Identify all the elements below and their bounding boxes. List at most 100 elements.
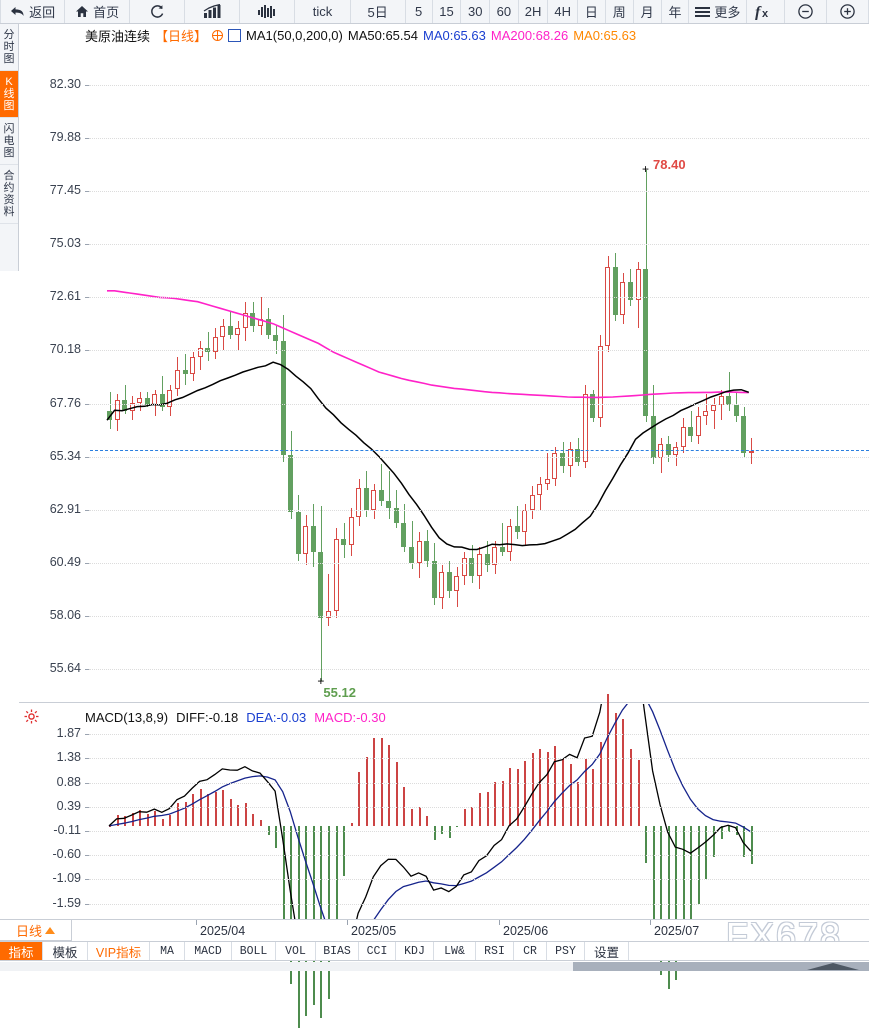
candle-body xyxy=(703,411,709,416)
candle-wick xyxy=(713,398,715,429)
candle-body xyxy=(235,328,241,335)
macd-histogram-bar xyxy=(350,822,353,826)
back-button[interactable]: 返回 xyxy=(0,0,66,23)
ma-indicator-icon[interactable] xyxy=(228,29,242,42)
chart-type-button[interactable] xyxy=(185,0,241,23)
period-selector-button[interactable]: 日线 xyxy=(0,919,72,941)
bottom-tab-rsi-label: RSI xyxy=(484,944,505,958)
low-marker: + xyxy=(317,673,325,688)
horizontal-scrollbar[interactable] xyxy=(0,962,869,971)
bottom-tab-lwr[interactable]: LW& xyxy=(434,942,476,960)
zoom-in-button[interactable] xyxy=(827,0,869,23)
macd-histogram-bar xyxy=(645,825,648,863)
macd-histogram-bar xyxy=(176,802,179,826)
zoom-out-button[interactable] xyxy=(785,0,828,23)
bottom-tab-cci[interactable]: CCI xyxy=(359,942,396,960)
candle-body xyxy=(333,538,339,612)
bottom-tab-template[interactable]: 模板 xyxy=(43,942,88,960)
candle-body xyxy=(242,312,248,329)
candle-body xyxy=(514,525,520,533)
svg-text:x: x xyxy=(762,8,769,20)
period-5day-button[interactable]: 5日 xyxy=(350,0,406,23)
sidebar-item-timeshare[interactable]: 分时图 xyxy=(0,24,18,71)
period-day-button-label: 日 xyxy=(584,5,598,20)
period-month-button[interactable]: 月 xyxy=(633,0,662,23)
sidebar-item-kline[interactable]: K线图 xyxy=(0,71,18,118)
settings-sun-icon[interactable] xyxy=(24,709,39,724)
candle-body xyxy=(552,453,558,480)
sidebar-item-contract[interactable]: 合约资料 xyxy=(0,165,18,224)
price-axis-tick-label: 70.18 xyxy=(49,342,81,357)
period-week-button[interactable]: 周 xyxy=(605,0,634,23)
ma0-blue-value: MA0:65.63 xyxy=(422,28,486,43)
bottom-tab-settings[interactable]: 设置 xyxy=(585,942,629,960)
macd-axis-tick xyxy=(85,782,90,784)
more-button[interactable]: 更多 xyxy=(689,0,748,23)
period-day-button[interactable]: 日 xyxy=(577,0,606,23)
bottom-tab-bias[interactable]: BIAS xyxy=(316,942,359,960)
period-15min-button[interactable]: 15 xyxy=(432,0,462,23)
bottom-tab-vol[interactable]: VOL xyxy=(276,942,316,960)
period-30min-button[interactable]: 30 xyxy=(461,0,491,23)
bottom-tab-psy[interactable]: PSY xyxy=(547,942,585,960)
bottom-tab-vip[interactable]: VIP指标 xyxy=(88,942,150,960)
crosshair-icon[interactable] xyxy=(212,30,224,41)
macd-histogram-bar xyxy=(139,810,142,826)
sidebar-item-lightning[interactable]: 闪电图 xyxy=(0,118,18,165)
macd-histogram-bar xyxy=(229,798,232,826)
candle-body xyxy=(303,525,309,555)
x-axis-tick xyxy=(347,920,348,925)
period-label: 【日线】 xyxy=(155,29,208,44)
price-gridline xyxy=(89,403,869,405)
refresh-button[interactable] xyxy=(130,0,186,23)
bottom-tab-cci-label: CCI xyxy=(366,944,388,958)
period-5min-button-label: 5 xyxy=(415,4,423,19)
macd-histogram-bar xyxy=(380,737,383,826)
bottom-tab-indicator[interactable]: 指标 xyxy=(0,942,43,960)
candle-body xyxy=(341,538,347,546)
x-axis-tick-label: 2025/07 xyxy=(654,924,700,938)
macd-histogram-bar xyxy=(192,794,195,826)
candle-wick xyxy=(381,464,383,506)
sidebar-item-timeshare-label: 分时图 xyxy=(3,29,15,65)
bottom-tab-template-label: 模板 xyxy=(52,945,78,960)
macd-histogram-bar xyxy=(569,763,572,826)
candle-body xyxy=(560,453,565,467)
bottom-tab-ma[interactable]: MA xyxy=(150,942,185,960)
bottom-tab-macd[interactable]: MACD xyxy=(185,942,232,960)
macd-histogram-bar xyxy=(373,738,376,826)
bottom-tab-kdj[interactable]: KDJ xyxy=(396,942,434,960)
candle-wick xyxy=(547,453,549,491)
macd-histogram-bar xyxy=(463,808,466,826)
candle-body xyxy=(507,525,513,552)
candle-body xyxy=(597,345,603,419)
tick-button[interactable]: tick xyxy=(295,0,351,23)
period-5min-button[interactable]: 5 xyxy=(405,0,433,23)
scrollbar-thumb[interactable] xyxy=(573,962,869,971)
price-axis-tick xyxy=(85,669,90,671)
scroll-up-arrow-icon[interactable] xyxy=(807,963,859,970)
candle-body xyxy=(680,426,686,447)
bottom-tab-boll[interactable]: BOLL xyxy=(232,942,276,960)
candle-body xyxy=(439,571,445,598)
candle-wick xyxy=(162,376,164,412)
period-year-button[interactable]: 年 xyxy=(661,0,690,23)
candle-body xyxy=(605,266,611,346)
home-button[interactable]: 首页 xyxy=(65,0,131,23)
price-y-axis: 82.30 79.88 77.45 75.03 72.61 70.18 67.76 65.34… xyxy=(19,24,89,702)
bottom-tab-rsi[interactable]: RSI xyxy=(476,942,514,960)
zoom-out-icon xyxy=(797,3,815,21)
bottom-tab-cr[interactable]: CR xyxy=(514,942,547,960)
indicator-button[interactable] xyxy=(240,0,296,23)
candle-wick xyxy=(328,573,330,627)
macd-histogram-bar xyxy=(169,814,172,826)
period-2h-button[interactable]: 2H xyxy=(518,0,549,23)
macd-chart-panel[interactable]: 1.87 1.38 0.88 0.39 -0.11 -0.60 -1.09 -1.59 MAC… xyxy=(19,694,869,1028)
macd-histogram-bar xyxy=(607,694,610,826)
period-60min-button[interactable]: 60 xyxy=(490,0,519,23)
price-chart-panel[interactable]: 82.30 79.88 77.45 75.03 72.61 70.18 67.76 65.34… xyxy=(19,24,869,703)
candle-body xyxy=(212,336,218,353)
chevron-up-icon xyxy=(45,926,55,934)
period-4h-button[interactable]: 4H xyxy=(548,0,578,23)
